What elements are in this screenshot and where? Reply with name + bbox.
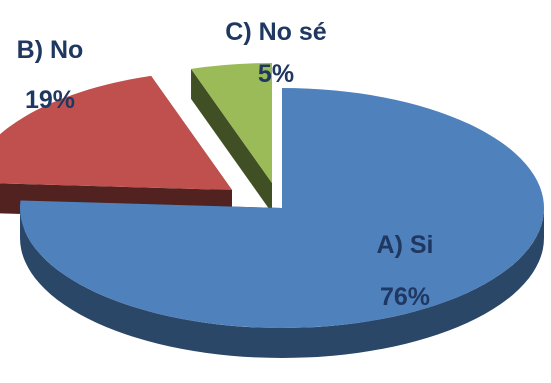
slice-label-b-value: 19% [25,86,75,114]
slice-label-a-name: A) Si [377,231,434,259]
slice-side-a-si [20,208,544,358]
slice-top-c-no-s [191,63,272,183]
slice-label-b-name: B) No [17,36,84,64]
slice-label-a-value: 76% [380,283,430,311]
slice-top-a-si [19,88,544,328]
slice-top-b-no [0,75,232,190]
slice-label-c-value: 5% [258,60,294,88]
slice-label-c-name: C) No sé [225,18,327,46]
pie-tops [0,63,544,328]
slice-cut-face-c-no-s-0 [191,68,272,213]
